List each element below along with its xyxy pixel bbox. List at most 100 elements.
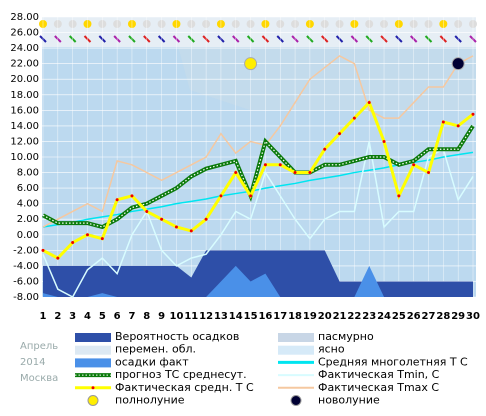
point: [145, 209, 149, 213]
x-tick-label: 21: [333, 311, 347, 322]
point: [234, 171, 238, 175]
y-tick-label: 16.00: [10, 105, 39, 116]
x-tick-label: 3: [69, 311, 76, 322]
x-tick-label: 4: [84, 311, 91, 322]
y-tick-label: 2.00: [17, 214, 39, 225]
forecast-line: [42, 124, 475, 230]
x-tick-label: 24: [377, 311, 391, 322]
point: [338, 132, 342, 136]
x-tick-label: 18: [288, 311, 302, 322]
y-tick-label: 18.00: [10, 90, 39, 101]
point: [219, 194, 223, 198]
y-tick-label: 22.00: [10, 59, 39, 70]
point: [427, 171, 431, 175]
y-tick-label: 10.00: [10, 152, 39, 163]
point: [71, 241, 75, 245]
x-tick-label: 19: [303, 311, 317, 322]
point: [115, 198, 119, 202]
y-tick-label: 12.00: [10, 136, 39, 147]
y-tick-label: 6.00: [17, 183, 39, 194]
legend-label: Фактическая Tmax C: [318, 381, 439, 394]
point: [397, 194, 401, 198]
x-tick-label: 11: [184, 311, 198, 322]
point: [249, 194, 253, 198]
y-tick-label: -8.00: [13, 292, 39, 303]
point: [160, 217, 164, 221]
y-tick-label: 14.00: [10, 121, 39, 132]
series-line: [42, 141, 474, 299]
point: [189, 229, 193, 233]
point: [308, 171, 312, 175]
x-tick-label: 13: [214, 311, 228, 322]
legend-label: полнолуние: [115, 394, 185, 407]
legend-label: перемен. обл.: [115, 343, 196, 356]
legend-swatch: [278, 333, 314, 342]
point: [441, 120, 445, 124]
x-tick-label: 14: [229, 311, 243, 322]
point: [456, 124, 460, 128]
x-tick-label: 5: [99, 311, 106, 322]
y-tick-label: 4.00: [17, 199, 39, 210]
y-tick-label: 24.00: [10, 43, 39, 54]
point: [278, 163, 282, 167]
point: [174, 225, 178, 229]
point: [367, 101, 371, 105]
point: [263, 163, 267, 167]
moon: [244, 57, 258, 71]
x-tick-label: 27: [422, 311, 436, 322]
point: [41, 248, 45, 252]
y-tick-label: -4.00: [13, 261, 39, 272]
point: [130, 194, 134, 198]
point: [85, 233, 89, 237]
x-tick-label: 22: [347, 311, 361, 322]
x-tick-label: 9: [158, 311, 165, 322]
x-tick-label: 1: [40, 311, 47, 322]
x-tick-label: 2: [54, 311, 61, 322]
point: [323, 147, 327, 151]
x-tick-label: 28: [436, 311, 450, 322]
legend-label: ясно: [318, 343, 345, 356]
x-tick-label: 15: [244, 311, 258, 322]
legend-label: Фактическая Tmin, С: [318, 368, 440, 381]
y-tick-label: 26.00: [10, 28, 39, 39]
legend-label: Средняя многолетняя Т С: [318, 355, 468, 368]
x-tick-label: 16: [258, 311, 272, 322]
x-tick-label: 26: [407, 311, 421, 322]
legend-swatch: [87, 395, 99, 406]
precip-area: [43, 265, 473, 297]
legend-swatch: [75, 333, 111, 342]
city: Москва: [20, 373, 58, 384]
legend-label: новолуние: [318, 394, 380, 407]
point: [412, 163, 416, 167]
year: 2014: [20, 357, 45, 368]
point: [382, 139, 386, 143]
legend-swatch: [91, 386, 95, 390]
x-tick-label: 30: [466, 311, 480, 322]
legend-label: осадки факт: [115, 355, 189, 368]
x-tick-label: 17: [273, 311, 287, 322]
point: [293, 171, 297, 175]
series-line: [42, 54, 474, 228]
legend-label: пасмурно: [318, 330, 374, 343]
legend-swatch: [278, 345, 314, 355]
point: [352, 116, 356, 120]
x-tick-label: 23: [362, 311, 376, 322]
legend-label: прогноз ТС среднесут.: [115, 368, 247, 381]
legend-label: Фактическая средн. Т С: [115, 381, 254, 394]
y-tick-label: 20.00: [10, 74, 39, 85]
x-tick-label: 6: [114, 311, 121, 322]
y-tick-label: 0.00: [17, 230, 39, 241]
y-tick-label: -2.00: [13, 245, 39, 256]
legend-swatch: [75, 345, 111, 355]
month: Апрель: [20, 341, 58, 352]
x-tick-label: 8: [143, 311, 150, 322]
x-tick-label: 20: [318, 311, 332, 322]
point: [100, 237, 104, 241]
point: [471, 112, 475, 116]
y-tick-label: -6.00: [13, 276, 39, 287]
legend-label: Вероятность осадков: [115, 330, 239, 343]
x-tick-label: 12: [199, 311, 213, 322]
legend-swatch: [75, 358, 111, 368]
x-tick-label: 7: [128, 311, 135, 322]
